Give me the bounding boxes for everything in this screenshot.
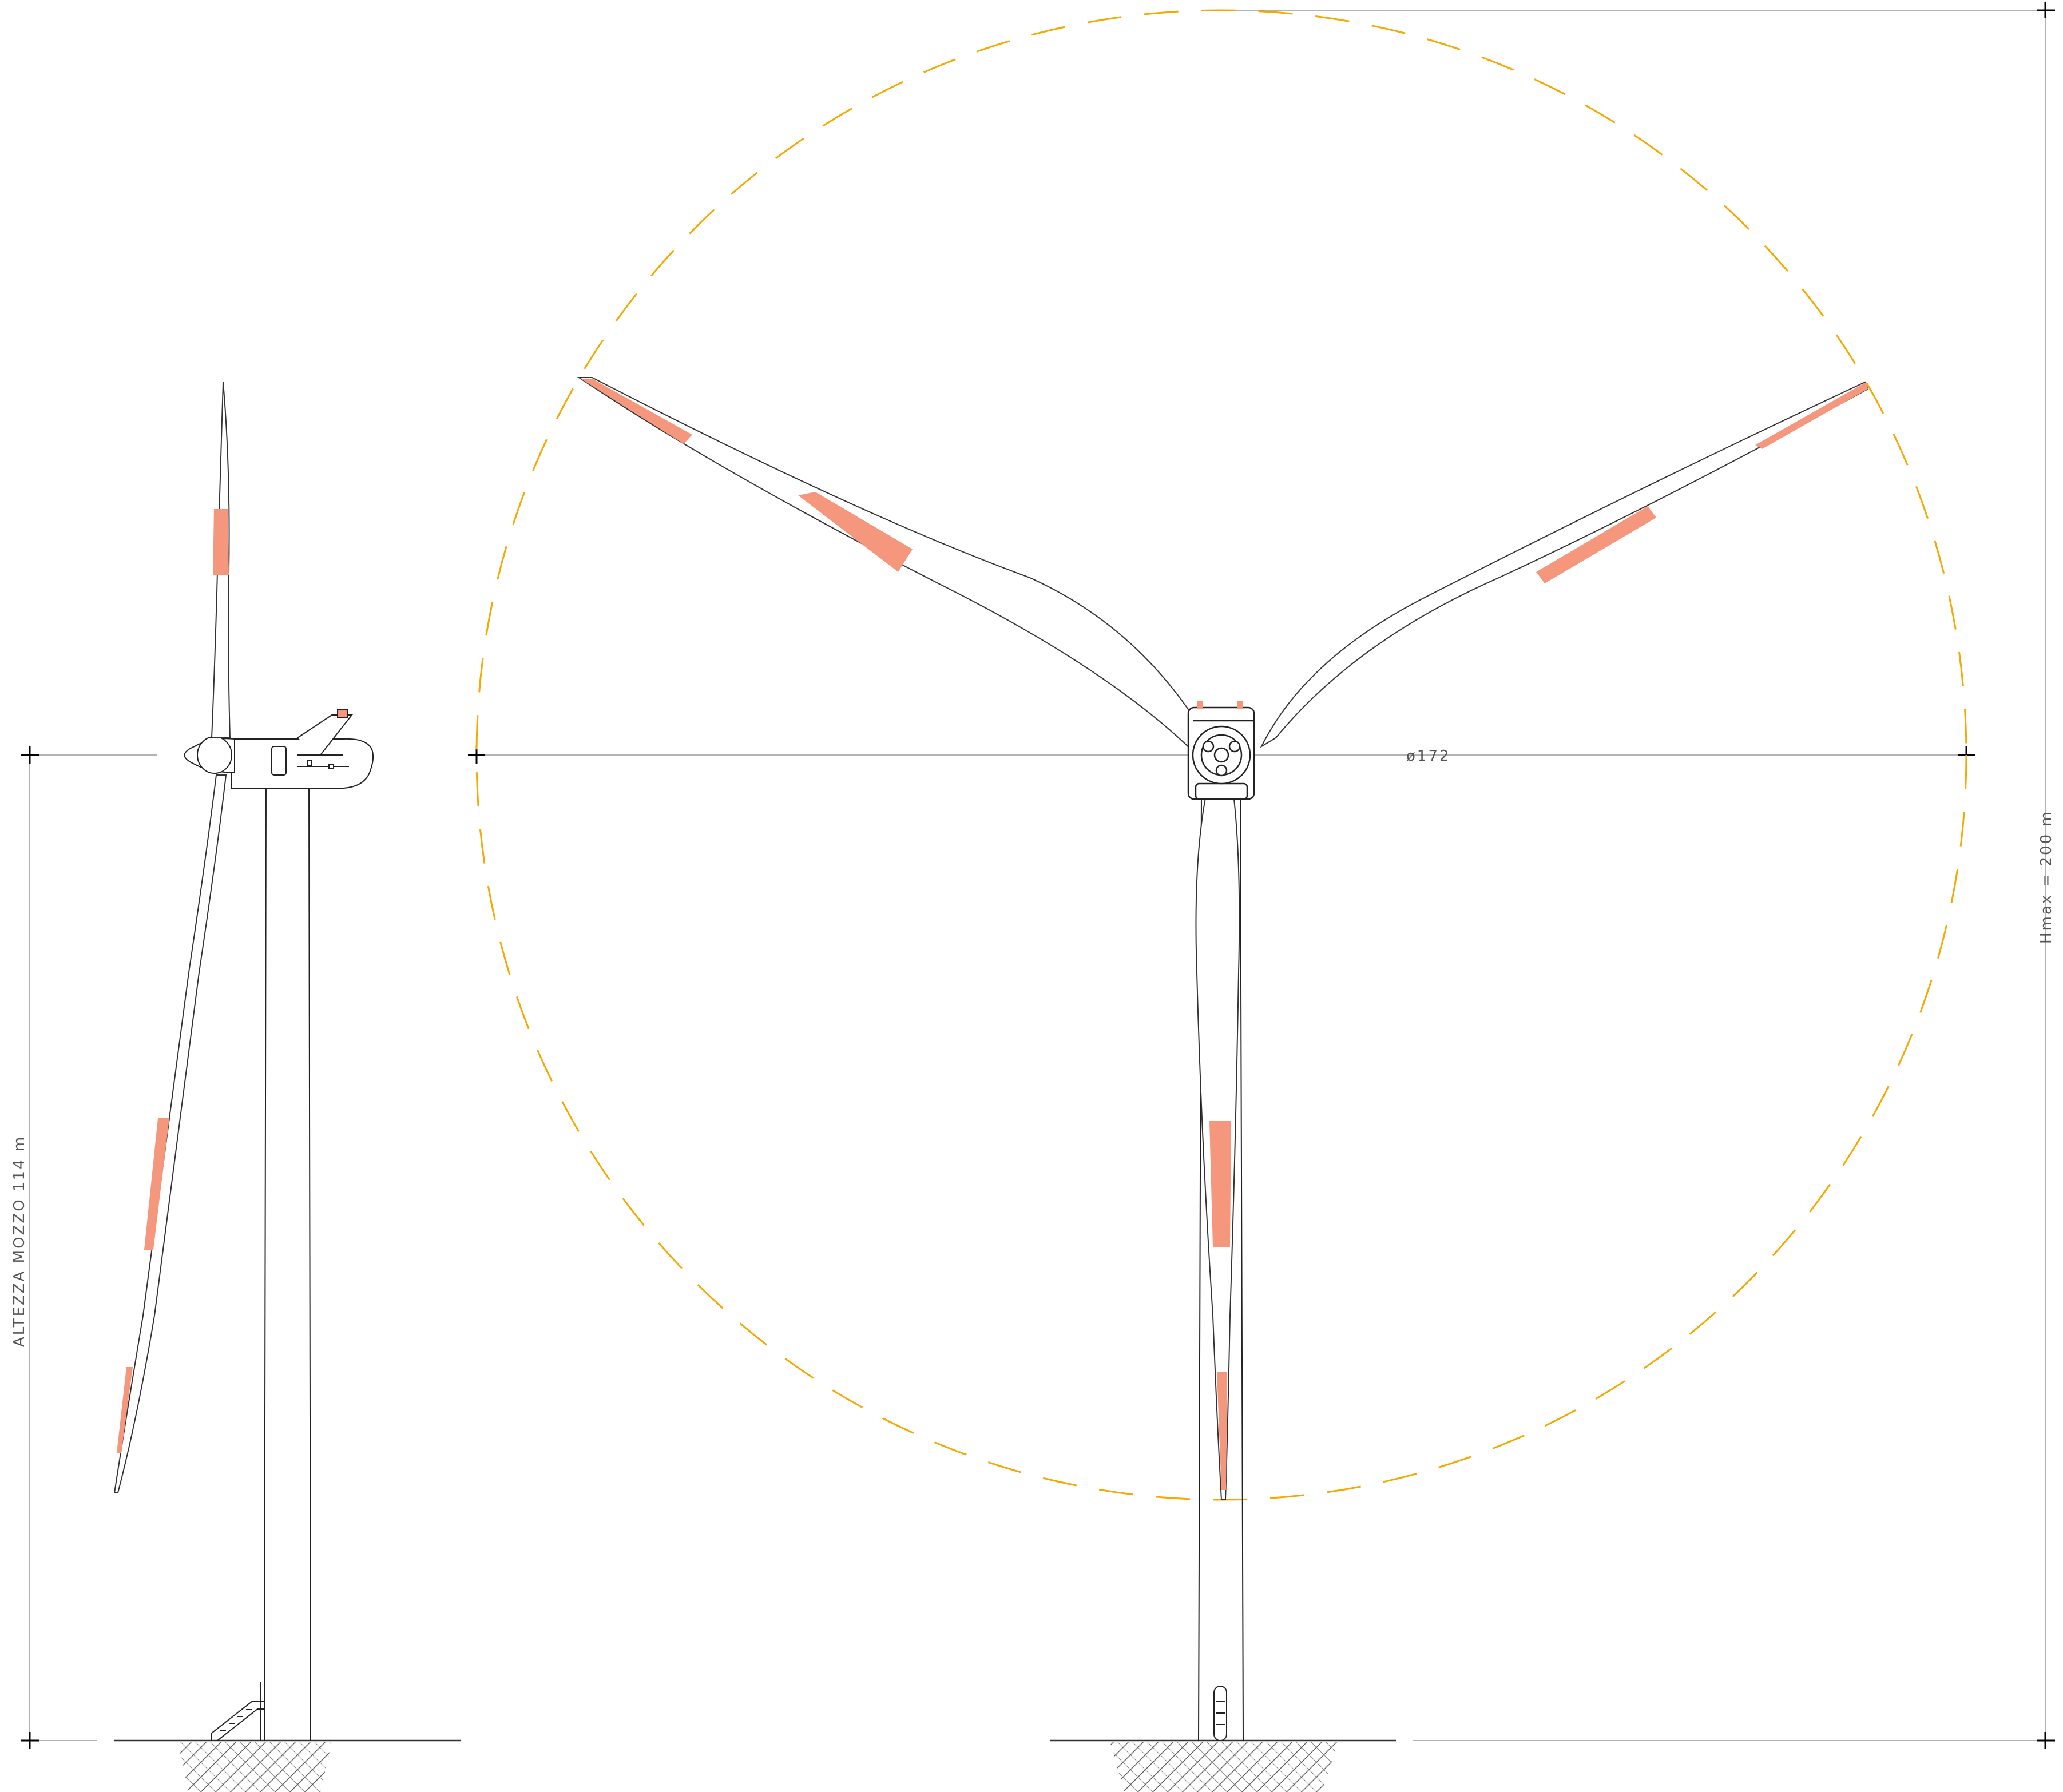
front-hub	[1192, 725, 1251, 785]
max-height-label: Hmax = 200 m	[2038, 810, 2055, 944]
front-ground-foundation	[1110, 1742, 1339, 1792]
front-blade-lower	[1195, 789, 1240, 1500]
side-tower	[264, 783, 311, 1741]
dimension-lines	[23, 10, 2054, 1742]
rotor-diameter-label: ø172	[1406, 748, 1451, 765]
hub-height-label: ALTEZZA MOZZO 114 m	[11, 1135, 28, 1347]
turbine-front-view	[577, 377, 1869, 1741]
side-blade-upper	[211, 382, 231, 738]
side-entrance-stairs	[211, 1682, 265, 1741]
front-blade-right	[1260, 381, 1869, 748]
front-blade-left	[577, 377, 1211, 755]
side-blade-lower	[113, 774, 227, 1493]
dimension-tick-marks	[21, 2, 2055, 1749]
side-nacelle	[231, 709, 374, 789]
turbine-side-view	[113, 382, 374, 1741]
front-tower-door	[1213, 1686, 1227, 1741]
side-hub	[184, 736, 235, 774]
side-ground-foundation	[177, 1742, 332, 1792]
